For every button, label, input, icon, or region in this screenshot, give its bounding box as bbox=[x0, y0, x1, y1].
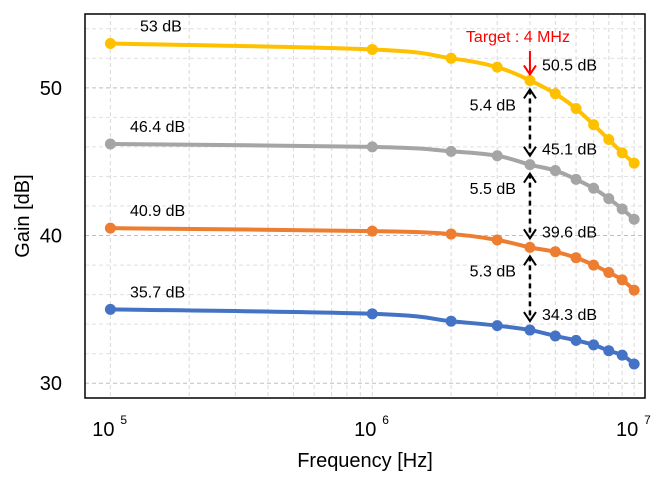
x-tick-exponent: 6 bbox=[382, 413, 389, 427]
data-point bbox=[616, 203, 628, 215]
data-point bbox=[549, 330, 561, 342]
tick-labels: 30 40 50 10 5 10 6 10 7 bbox=[40, 78, 651, 441]
data-point bbox=[524, 241, 536, 253]
data-point bbox=[549, 88, 561, 100]
data-point bbox=[104, 38, 116, 50]
x-tick-exponent: 5 bbox=[120, 413, 127, 427]
target-point-label-0: 50.5 dB bbox=[542, 57, 597, 74]
data-point bbox=[524, 159, 536, 171]
gap-label-1: 5.5 dB bbox=[470, 181, 516, 198]
x-tick-exponent: 7 bbox=[644, 413, 651, 427]
gap-arrow-head-down bbox=[523, 228, 537, 241]
y-tick-label: 50 bbox=[40, 78, 62, 100]
data-point bbox=[570, 173, 582, 185]
data-point bbox=[570, 103, 582, 115]
data-point bbox=[616, 349, 628, 361]
data-point bbox=[616, 274, 628, 286]
data-point bbox=[603, 266, 615, 278]
x-tick-label: 10 bbox=[354, 419, 376, 441]
data-point bbox=[104, 138, 116, 150]
data-point bbox=[445, 52, 457, 64]
data-point bbox=[104, 222, 116, 234]
data-point bbox=[603, 193, 615, 205]
x-axis-title: Frequency [Hz] bbox=[297, 450, 433, 472]
target-arrow-head bbox=[523, 64, 537, 77]
data-point bbox=[588, 182, 600, 194]
target-point-label-3: 34.3 dB bbox=[542, 307, 597, 324]
data-point bbox=[366, 141, 378, 153]
series-label-3: 35.7 dB bbox=[130, 284, 185, 301]
series-label-2: 40.9 dB bbox=[130, 203, 185, 220]
gap-arrow-head-up bbox=[523, 87, 537, 100]
data-point bbox=[491, 320, 503, 332]
data-point bbox=[570, 334, 582, 346]
data-point bbox=[588, 339, 600, 351]
annotations-layer: Target : 4 MHz 53 dB 46.4 dB 40.9 dB 35.7 dB… bbox=[130, 19, 597, 325]
data-point bbox=[366, 225, 378, 237]
plot-frame bbox=[84, 13, 646, 399]
data-point bbox=[445, 315, 457, 327]
data-point bbox=[549, 246, 561, 258]
data-point bbox=[366, 308, 378, 320]
data-point bbox=[628, 284, 640, 296]
gap-label-0: 5.4 dB bbox=[470, 98, 516, 115]
data-point bbox=[616, 147, 628, 159]
data-point bbox=[491, 150, 503, 162]
gap-label-2: 5.3 dB bbox=[470, 264, 516, 281]
data-point bbox=[491, 234, 503, 246]
target-point-label-2: 39.6 dB bbox=[542, 224, 597, 241]
data-point bbox=[104, 303, 116, 315]
x-tick-label: 10 bbox=[616, 419, 638, 441]
data-point bbox=[445, 228, 457, 240]
series-layer bbox=[104, 38, 640, 370]
data-point bbox=[366, 43, 378, 55]
series-label-1: 46.4 dB bbox=[130, 119, 185, 136]
data-point bbox=[570, 252, 582, 264]
series-label-0: 53 dB bbox=[140, 19, 182, 36]
data-point bbox=[491, 61, 503, 73]
gap-arrow-head-down bbox=[523, 311, 537, 323]
data-point bbox=[588, 259, 600, 271]
data-point bbox=[628, 213, 640, 225]
data-point bbox=[628, 358, 640, 370]
gap-arrow-head-up bbox=[523, 171, 537, 184]
y-tick-label: 30 bbox=[40, 373, 62, 395]
data-point bbox=[628, 157, 640, 169]
y-axis-title: Gain [dB] bbox=[12, 174, 34, 257]
data-point bbox=[603, 345, 615, 357]
data-point bbox=[603, 134, 615, 146]
x-tick-label: 10 bbox=[92, 419, 114, 441]
data-point bbox=[524, 324, 536, 336]
grid bbox=[85, 14, 645, 398]
target-label: Target : 4 MHz bbox=[466, 29, 570, 46]
data-point bbox=[588, 119, 600, 131]
y-tick-label: 40 bbox=[40, 226, 62, 248]
data-point bbox=[445, 145, 457, 157]
data-point bbox=[524, 74, 536, 86]
data-point bbox=[549, 165, 561, 177]
gap-arrow-head-down bbox=[523, 146, 537, 158]
target-point-label-1: 45.1 dB bbox=[542, 142, 597, 159]
gap-arrow-head-up bbox=[523, 254, 537, 266]
